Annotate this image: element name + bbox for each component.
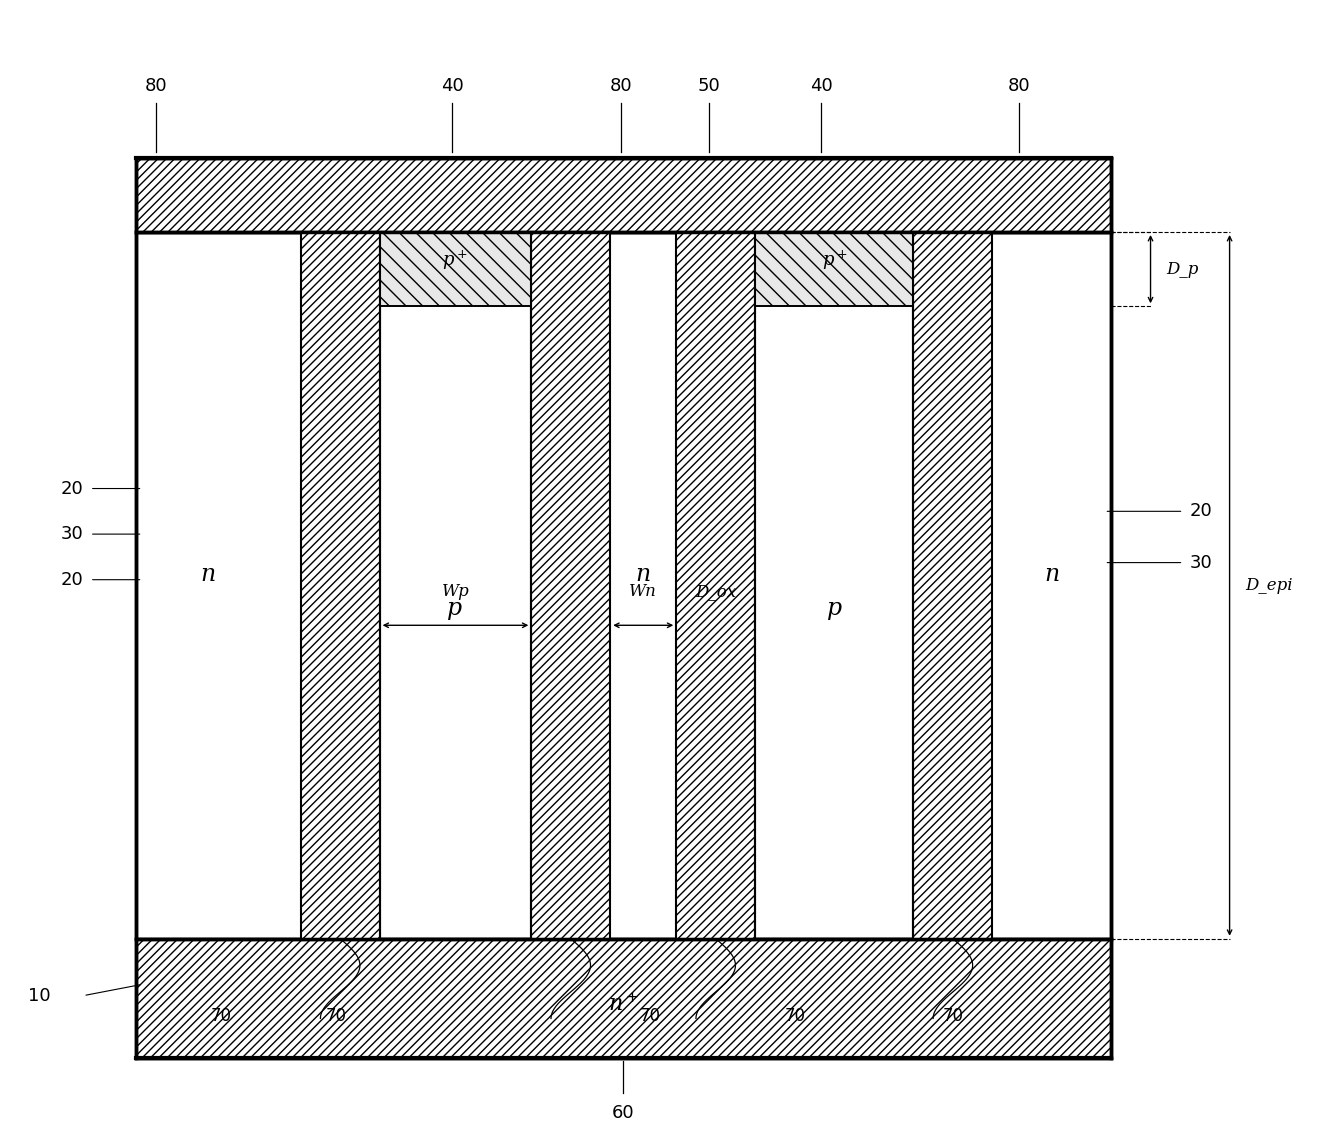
Bar <box>137 939 1111 1058</box>
Text: D_ox: D_ox <box>695 583 736 600</box>
Text: 70: 70 <box>326 1008 346 1025</box>
Bar <box>137 158 1111 232</box>
Bar <box>137 232 1111 939</box>
Text: 30: 30 <box>1189 553 1213 572</box>
Text: 70: 70 <box>211 1008 232 1025</box>
Bar <box>379 232 532 307</box>
Text: 40: 40 <box>810 77 833 95</box>
Text: D_epi: D_epi <box>1245 577 1293 594</box>
Text: p: p <box>826 597 842 620</box>
Text: Wp: Wp <box>442 583 469 600</box>
Text: n: n <box>200 563 216 585</box>
Bar <box>301 232 379 939</box>
Bar <box>532 232 610 939</box>
Text: 80: 80 <box>610 77 633 95</box>
Text: 70: 70 <box>943 1008 964 1025</box>
Text: 10: 10 <box>28 986 50 1004</box>
Text: D_p: D_p <box>1167 261 1199 278</box>
Bar <box>756 232 914 939</box>
Text: 70: 70 <box>639 1008 660 1025</box>
Text: p$^+$: p$^+$ <box>822 249 847 272</box>
Bar <box>756 232 914 307</box>
Text: 50: 50 <box>697 77 720 95</box>
Text: n$^+$: n$^+$ <box>609 993 639 1016</box>
Text: Wn: Wn <box>630 583 658 600</box>
Text: p$^+$: p$^+$ <box>442 249 468 272</box>
Text: p: p <box>447 597 463 620</box>
Bar <box>914 232 992 939</box>
Text: 30: 30 <box>61 525 84 543</box>
Text: 20: 20 <box>1189 503 1213 520</box>
Text: n: n <box>1044 563 1059 585</box>
Text: 20: 20 <box>61 571 84 589</box>
Text: 20: 20 <box>61 480 84 497</box>
Text: 70: 70 <box>784 1008 805 1025</box>
Bar <box>379 232 532 939</box>
Text: n: n <box>635 563 651 585</box>
Bar <box>676 232 756 939</box>
Text: 40: 40 <box>440 77 464 95</box>
Text: 80: 80 <box>145 77 167 95</box>
Text: 80: 80 <box>1008 77 1030 95</box>
Text: 60: 60 <box>613 1104 635 1122</box>
